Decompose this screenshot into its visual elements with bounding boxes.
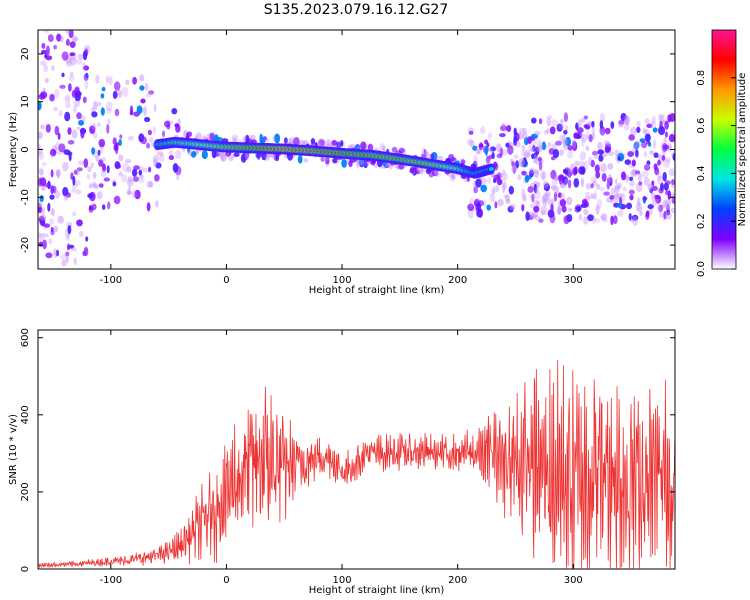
x-tick-label: 200 [448,575,467,586]
x-axis-label: Height of straight line (km) [309,585,445,596]
colorbar: 0.0 0.2 0.4 0.6 0.8 Normalized spectral ampli… [696,29,748,277]
colorbar-tick-label: 0.4 [696,165,707,181]
y-tick-label: 0 [20,146,31,152]
x-tick-label: 300 [564,275,583,286]
x-tick-label: 300 [564,575,583,586]
x-tick-label: 100 [333,575,352,586]
colorbar-tick-label: 0.8 [696,70,707,86]
snr-panel: -100 0 100 200 300 0 200 400 600 Height of straig… [8,328,676,596]
x-tick-label: -100 [99,575,122,586]
x-axis-label: Height of straight line (km) [309,285,445,296]
snr-frame [37,329,676,570]
x-tick-label: 0 [223,275,229,286]
y-tick-label: -20 [20,237,31,253]
y-tick-label: 0 [20,566,31,572]
y-tick-label: 400 [20,405,31,424]
snr-series-line [38,360,675,569]
y-tick-label: 600 [20,328,31,347]
y-tick-label: -10 [20,189,31,205]
colorbar-label: Normalized spectral amplitude [737,73,748,227]
figure-title: S135.2023.079.16.12.G27 [264,2,449,18]
x-tick-label: -100 [99,275,122,286]
x-tick-label: 200 [448,275,467,286]
y-axis-label: Frequency (Hz) [8,112,19,188]
y-tick-label: 10 [20,95,31,108]
colorbar-tick-label: 0.2 [696,213,707,229]
spectrogram-blobs [38,30,675,267]
colorbar-bar [711,29,737,270]
y-tick-label: 20 [20,48,31,61]
colorbar-tick-label: 0.0 [696,261,707,277]
y-tick-label: 200 [20,482,31,501]
y-axis-label: SNR (10 * v/v) [8,414,19,485]
colorbar-tick-label: 0.6 [696,118,707,134]
x-tick-label: 0 [223,575,229,586]
x-tick-label: 100 [333,275,352,286]
